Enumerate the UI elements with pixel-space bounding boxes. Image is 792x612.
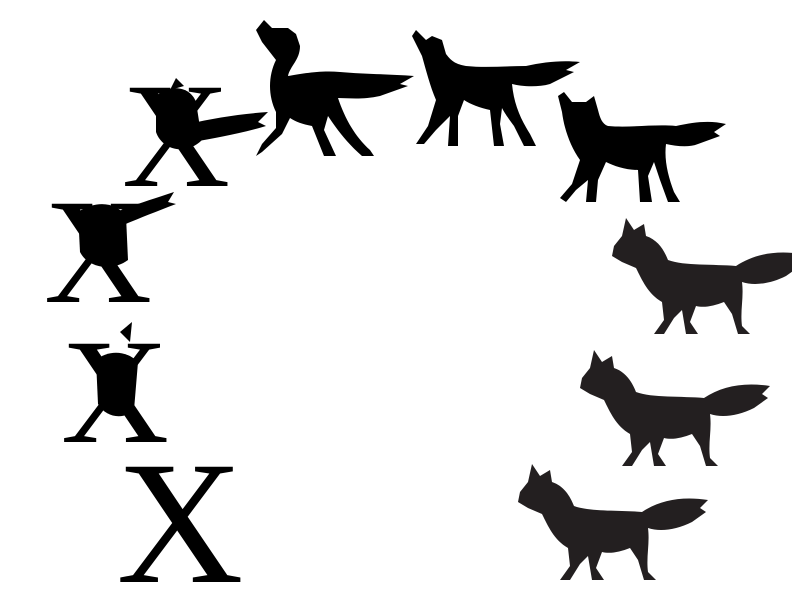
fox-step-9 <box>580 350 770 466</box>
letter-x: X <box>116 426 243 612</box>
morph-step-2: X <box>61 309 169 475</box>
morph-step-5 <box>256 20 414 156</box>
morph-step-3: X <box>44 169 176 335</box>
morph-step-4: X <box>122 53 268 219</box>
morph-step-6 <box>412 30 580 146</box>
morph-step-7 <box>558 92 726 202</box>
fox-step-10 <box>518 464 708 580</box>
fox-step-8 <box>612 218 792 334</box>
